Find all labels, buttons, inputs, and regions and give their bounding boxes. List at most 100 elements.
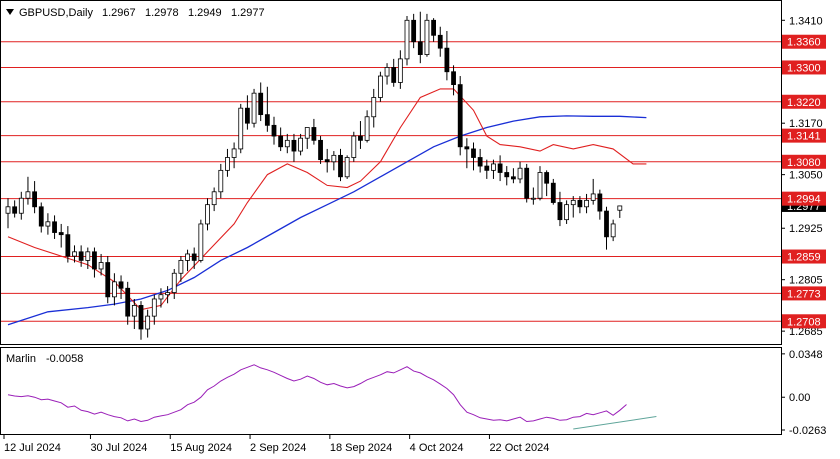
level-label: 1.3220 bbox=[787, 97, 821, 109]
candle-body bbox=[610, 223, 616, 238]
time-tick-label: 2 Sep 2024 bbox=[250, 442, 306, 454]
candle-body bbox=[617, 205, 623, 211]
time-tick-label: 15 Aug 2024 bbox=[170, 442, 232, 454]
level-label-box bbox=[782, 154, 826, 169]
indicator-tick-label: -0.0263 bbox=[789, 425, 826, 437]
indicator-tick-label: 0.00 bbox=[789, 392, 810, 404]
candle-body bbox=[331, 154, 337, 163]
candle-body bbox=[451, 71, 456, 86]
level-label: 1.2994 bbox=[787, 194, 821, 206]
level-labels: 1.3360 1.3300 1.3220 1.3141 1.3080 1.2994 1.28… bbox=[782, 34, 826, 329]
level-label-box bbox=[782, 286, 826, 301]
candle-body bbox=[444, 47, 450, 73]
candle-body bbox=[291, 139, 297, 152]
indicator-plot-frame bbox=[0, 347, 782, 435]
candle-body bbox=[431, 19, 437, 36]
ma-blue-line bbox=[7, 115, 647, 326]
candle-body bbox=[338, 154, 343, 178]
candle-body bbox=[52, 221, 57, 233]
header-low: 1.2949 bbox=[188, 7, 222, 19]
candle-body bbox=[118, 281, 124, 289]
level-label: 1.2859 bbox=[787, 252, 821, 264]
candle-body bbox=[98, 262, 104, 270]
candle-body bbox=[125, 287, 131, 317]
candle-body bbox=[510, 176, 516, 180]
candle-body bbox=[5, 206, 11, 214]
time-tick-label: 12 Jul 2024 bbox=[4, 442, 61, 454]
candle-body bbox=[211, 191, 217, 206]
candle-body bbox=[284, 139, 290, 148]
indicator-value: -0.0058 bbox=[46, 353, 83, 365]
candle-body bbox=[225, 157, 230, 171]
time-tick-label: 22 Oct 2024 bbox=[489, 442, 549, 454]
level-label: 1.2773 bbox=[787, 288, 821, 300]
candle-body bbox=[318, 139, 323, 161]
candle-body bbox=[298, 137, 304, 152]
header-close: 1.2977 bbox=[231, 7, 265, 19]
level-label: 1.2708 bbox=[787, 316, 821, 328]
candle-body bbox=[537, 172, 543, 199]
candle-body bbox=[590, 193, 596, 201]
dropdown-triangle-icon[interactable] bbox=[6, 9, 14, 15]
candle-body bbox=[424, 19, 430, 55]
time-tick-label: 4 Oct 2024 bbox=[410, 442, 464, 454]
candle-body bbox=[504, 172, 510, 178]
candle-body bbox=[264, 114, 270, 126]
candle-body bbox=[437, 34, 443, 49]
candle-body bbox=[544, 172, 550, 184]
candle-body bbox=[404, 19, 410, 60]
candle-body bbox=[138, 305, 144, 330]
candle-body bbox=[244, 107, 250, 124]
level-label: 1.3080 bbox=[787, 157, 821, 169]
time-tick-label: 18 Sep 2024 bbox=[330, 442, 392, 454]
candle-body bbox=[491, 163, 496, 171]
candle-body bbox=[231, 148, 237, 158]
candle-body bbox=[530, 197, 536, 200]
candle-body bbox=[304, 127, 310, 139]
time-axis: 12 Jul 2024 30 Jul 2024 15 Aug 2024 2 Sep 2… bbox=[3, 435, 549, 454]
candle-body bbox=[112, 281, 117, 298]
candle-body bbox=[131, 305, 137, 317]
candle-body bbox=[557, 202, 563, 221]
level-label: 1.3360 bbox=[787, 37, 821, 49]
price-tick-label: 1.3170 bbox=[789, 118, 823, 130]
candle-body bbox=[524, 167, 530, 199]
candle-body bbox=[92, 251, 97, 270]
candle-body bbox=[517, 167, 523, 180]
candle-body bbox=[198, 223, 204, 261]
candle-body bbox=[105, 262, 111, 298]
candle-body bbox=[497, 163, 503, 173]
candle-body bbox=[238, 107, 244, 150]
candle-body bbox=[371, 97, 377, 118]
level-label-box bbox=[782, 191, 826, 206]
candle-body bbox=[85, 251, 91, 261]
candle-body bbox=[597, 193, 603, 212]
candle-body bbox=[18, 197, 24, 214]
header-symbol: GBPUSD,Daily bbox=[19, 7, 93, 19]
candle-body bbox=[191, 253, 197, 261]
candle-body bbox=[165, 292, 171, 296]
header-open: 1.2967 bbox=[102, 7, 136, 19]
candle-body bbox=[185, 253, 190, 261]
candle-body bbox=[251, 92, 257, 124]
indicator-tick-label: 0.0348 bbox=[789, 349, 823, 361]
price-tick-label: 1.3050 bbox=[789, 170, 823, 182]
candle-body bbox=[604, 210, 609, 238]
candle-body bbox=[344, 157, 350, 178]
header-high: 1.2978 bbox=[145, 7, 179, 19]
candle-body bbox=[417, 41, 423, 55]
candle-body bbox=[457, 84, 463, 148]
candle-body bbox=[471, 148, 476, 158]
candle-body bbox=[38, 206, 44, 227]
candle-body bbox=[358, 135, 363, 141]
main-plot-frame bbox=[0, 0, 782, 345]
candle-body bbox=[12, 206, 18, 214]
chart-header: GBPUSD,Daily 1.2967 1.2978 1.2949 1.2977 bbox=[6, 7, 265, 19]
candle-body bbox=[584, 199, 589, 208]
candles bbox=[5, 11, 623, 340]
candle-body bbox=[171, 272, 177, 293]
indicator-line bbox=[7, 364, 627, 423]
indicator-trendline bbox=[573, 416, 657, 430]
candle-body bbox=[205, 204, 210, 225]
